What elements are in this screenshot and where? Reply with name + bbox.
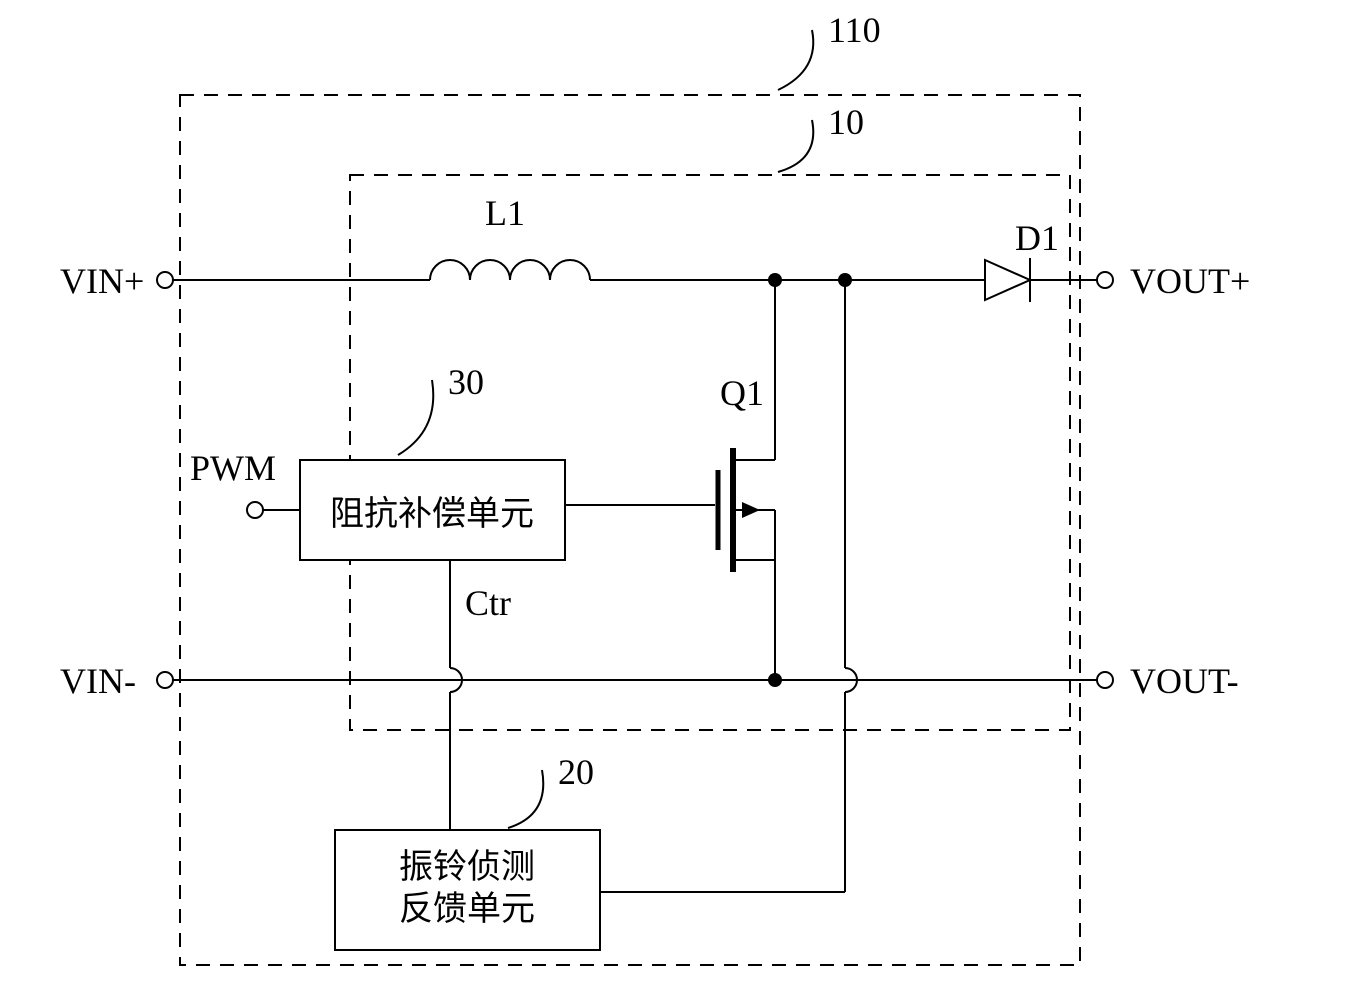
junction-dot	[838, 273, 852, 287]
label-vin-plus: VIN+	[60, 261, 144, 301]
terminal-pwm	[247, 502, 263, 518]
label-d1: D1	[1015, 218, 1059, 258]
label-block20-line1: 振铃侦测	[399, 848, 535, 886]
diode-d1	[985, 258, 1030, 302]
label-block20-line2: 反馈单元	[399, 890, 535, 928]
terminal-vout-plus	[1097, 272, 1113, 288]
leader-30	[398, 380, 433, 455]
region-inner-10	[350, 175, 1070, 730]
leader-110	[778, 30, 813, 90]
block-ringing-detect	[335, 830, 600, 950]
mosfet-q1	[565, 280, 775, 680]
wire-sense-to-block20	[600, 280, 857, 892]
inductor-l1	[430, 260, 590, 280]
refnum-20: 20	[558, 752, 594, 792]
junction-dot	[768, 273, 782, 287]
label-block30: 阻抗补偿单元	[330, 495, 534, 533]
leader-20	[508, 770, 543, 828]
label-ctr: Ctr	[465, 583, 511, 623]
terminal-vout-minus	[1097, 672, 1113, 688]
refnum-110: 110	[828, 10, 881, 50]
label-pwm: PWM	[190, 448, 276, 488]
leader-10	[778, 120, 813, 172]
junction-dot	[768, 673, 782, 687]
label-l1: L1	[485, 193, 525, 233]
refnum-10: 10	[828, 102, 864, 142]
label-q1: Q1	[720, 373, 764, 413]
wire-ctr	[450, 560, 462, 830]
terminal-vin-plus	[157, 272, 173, 288]
refnum-30: 30	[448, 362, 484, 402]
terminal-vin-minus	[157, 672, 173, 688]
label-vin-minus: VIN-	[60, 661, 136, 701]
label-vout-minus: VOUT-	[1130, 661, 1239, 701]
label-vout-plus: VOUT+	[1130, 261, 1250, 301]
